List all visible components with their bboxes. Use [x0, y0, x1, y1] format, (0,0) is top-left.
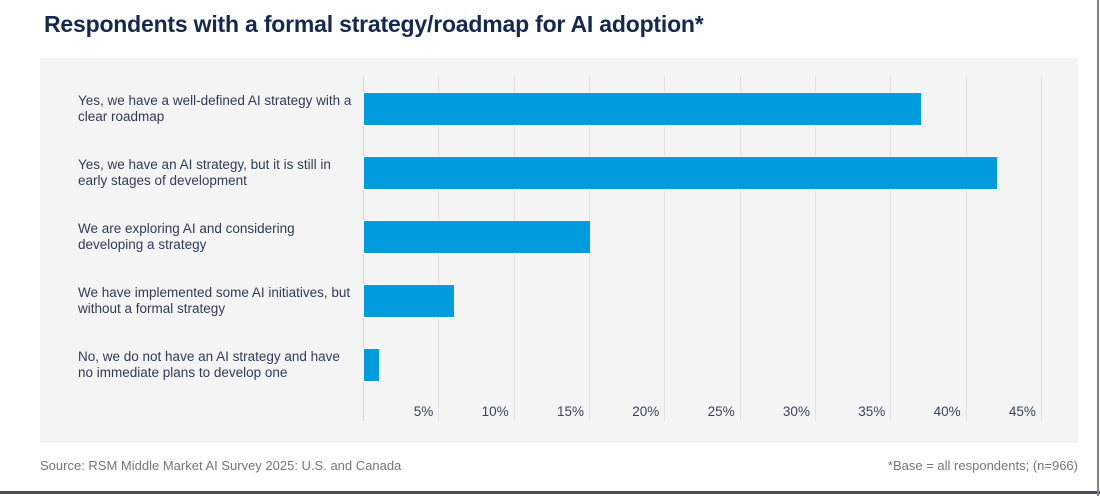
chart-title: Respondents with a formal strategy/roadm… — [44, 11, 704, 37]
x-tick-label: 45% — [1008, 404, 1036, 419]
base-note: *Base = all respondents; (n=966) — [887, 457, 1078, 473]
x-tick-label: 40% — [933, 404, 961, 419]
x-tick-label: 25% — [707, 404, 735, 419]
x-tick-label: 35% — [858, 404, 886, 419]
category-label: Yes, we have a well-defined AI strategy … — [78, 93, 352, 124]
page-right-border — [1097, 0, 1099, 496]
x-tick-label: 20% — [632, 404, 660, 419]
bar — [364, 349, 380, 381]
category-labels-column: Yes, we have a well-defined AI strategy … — [78, 58, 354, 443]
bar — [364, 285, 455, 317]
gridline — [664, 76, 666, 421]
gridline — [1040, 76, 1042, 421]
category-label: No, we do not have an AI strategy and ha… — [78, 349, 340, 380]
bar — [364, 93, 922, 125]
bar — [364, 157, 997, 189]
page-bottom-border — [0, 491, 1100, 494]
gridline — [739, 76, 741, 421]
chart-card: Yes, we have a well-defined AI strategy … — [40, 58, 1078, 443]
bar — [364, 221, 590, 253]
gridline — [890, 76, 892, 421]
x-tick-label: 5% — [413, 404, 434, 419]
gridline — [965, 76, 967, 421]
gridline — [814, 76, 816, 421]
x-tick-label: 15% — [556, 404, 584, 419]
x-tick-label: 30% — [782, 404, 810, 419]
category-label: Yes, we have an AI strategy, but it is s… — [78, 157, 331, 188]
chart-footer: Source: RSM Middle Market AI Survey 2025… — [40, 450, 1078, 480]
x-tick-label: 10% — [481, 404, 509, 419]
category-label: We have implemented some AI initiatives,… — [78, 285, 351, 316]
source-note: Source: RSM Middle Market AI Survey 2025… — [40, 457, 402, 473]
y-axis-line — [363, 76, 364, 421]
category-label: We are exploring AI and considering deve… — [78, 221, 295, 252]
plot-area: 5% 10% 15% 20% 25% 30% 35% 40% 45% — [363, 76, 1056, 421]
